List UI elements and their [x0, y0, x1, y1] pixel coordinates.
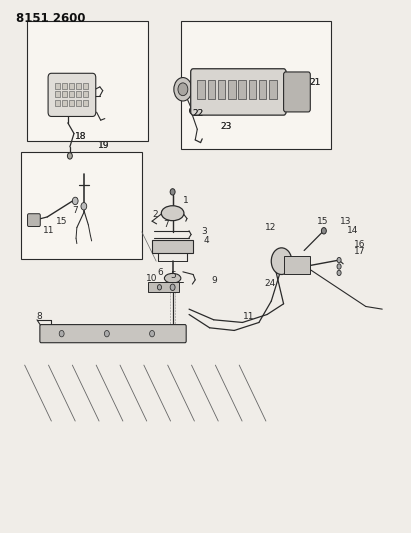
Text: 23: 23: [220, 122, 231, 131]
Bar: [21, 152, 142, 259]
Ellipse shape: [174, 77, 192, 101]
Bar: [69, 92, 74, 97]
Text: 3: 3: [201, 228, 207, 236]
Text: 8: 8: [36, 312, 42, 320]
Text: 19: 19: [98, 141, 109, 150]
FancyBboxPatch shape: [284, 72, 310, 112]
Bar: [76, 83, 81, 88]
Text: 8151 2600: 8151 2600: [16, 12, 86, 25]
Bar: [238, 80, 246, 99]
Bar: [228, 80, 236, 99]
Ellipse shape: [337, 264, 341, 269]
Bar: [284, 256, 310, 274]
Text: 13: 13: [339, 217, 351, 226]
Ellipse shape: [81, 203, 87, 210]
Ellipse shape: [178, 83, 188, 96]
Text: 18: 18: [75, 132, 86, 141]
Text: 15: 15: [55, 217, 67, 226]
FancyBboxPatch shape: [191, 69, 286, 115]
Bar: [76, 100, 81, 106]
Text: 21: 21: [309, 78, 321, 86]
Text: 1: 1: [183, 196, 189, 205]
Ellipse shape: [170, 189, 175, 195]
Text: 2: 2: [152, 211, 158, 219]
Ellipse shape: [189, 108, 194, 114]
Text: 21: 21: [309, 78, 321, 86]
Text: 16: 16: [354, 240, 366, 248]
Text: 17: 17: [354, 247, 366, 255]
Text: 14: 14: [347, 226, 358, 235]
Bar: [83, 100, 88, 106]
Bar: [208, 80, 215, 99]
Bar: [148, 282, 179, 292]
Text: 9: 9: [212, 276, 217, 285]
Bar: [55, 100, 60, 106]
Text: 23: 23: [220, 122, 231, 131]
Ellipse shape: [271, 248, 292, 274]
Bar: [55, 83, 60, 88]
Bar: [259, 80, 266, 99]
Text: 15: 15: [317, 217, 329, 225]
Text: 24: 24: [264, 279, 275, 288]
Bar: [62, 92, 67, 97]
Bar: [62, 83, 67, 88]
Text: 6: 6: [158, 269, 164, 277]
Ellipse shape: [157, 285, 162, 290]
Text: 11: 11: [43, 227, 55, 235]
Text: 7: 7: [164, 221, 169, 229]
Bar: [27, 21, 148, 141]
Bar: [62, 100, 67, 106]
Bar: [269, 80, 277, 99]
Bar: [152, 240, 193, 253]
Bar: [69, 83, 74, 88]
Text: 5: 5: [171, 271, 176, 279]
Text: 4: 4: [203, 236, 209, 245]
Bar: [197, 80, 205, 99]
Bar: [69, 100, 74, 106]
Ellipse shape: [337, 270, 341, 276]
Bar: [83, 83, 88, 88]
Ellipse shape: [104, 330, 109, 337]
Bar: [55, 92, 60, 97]
Bar: [181, 21, 331, 149]
Text: 11: 11: [242, 312, 254, 320]
FancyBboxPatch shape: [48, 74, 96, 117]
FancyBboxPatch shape: [40, 325, 186, 343]
Ellipse shape: [67, 152, 72, 159]
Ellipse shape: [337, 257, 341, 263]
Ellipse shape: [164, 273, 181, 283]
Ellipse shape: [72, 197, 78, 205]
Ellipse shape: [161, 206, 184, 221]
Bar: [218, 80, 225, 99]
Text: 22: 22: [192, 109, 203, 118]
Bar: [83, 92, 88, 97]
Text: 7: 7: [72, 206, 78, 215]
Text: 18: 18: [75, 132, 86, 141]
Bar: [249, 80, 256, 99]
Ellipse shape: [170, 284, 175, 290]
Ellipse shape: [321, 228, 326, 234]
FancyBboxPatch shape: [28, 214, 40, 227]
Ellipse shape: [59, 330, 64, 337]
Ellipse shape: [150, 330, 155, 337]
Text: 12: 12: [265, 223, 276, 232]
Text: 10: 10: [146, 274, 157, 282]
Text: 22: 22: [192, 109, 203, 118]
Text: 19: 19: [98, 141, 109, 150]
Bar: [76, 92, 81, 97]
